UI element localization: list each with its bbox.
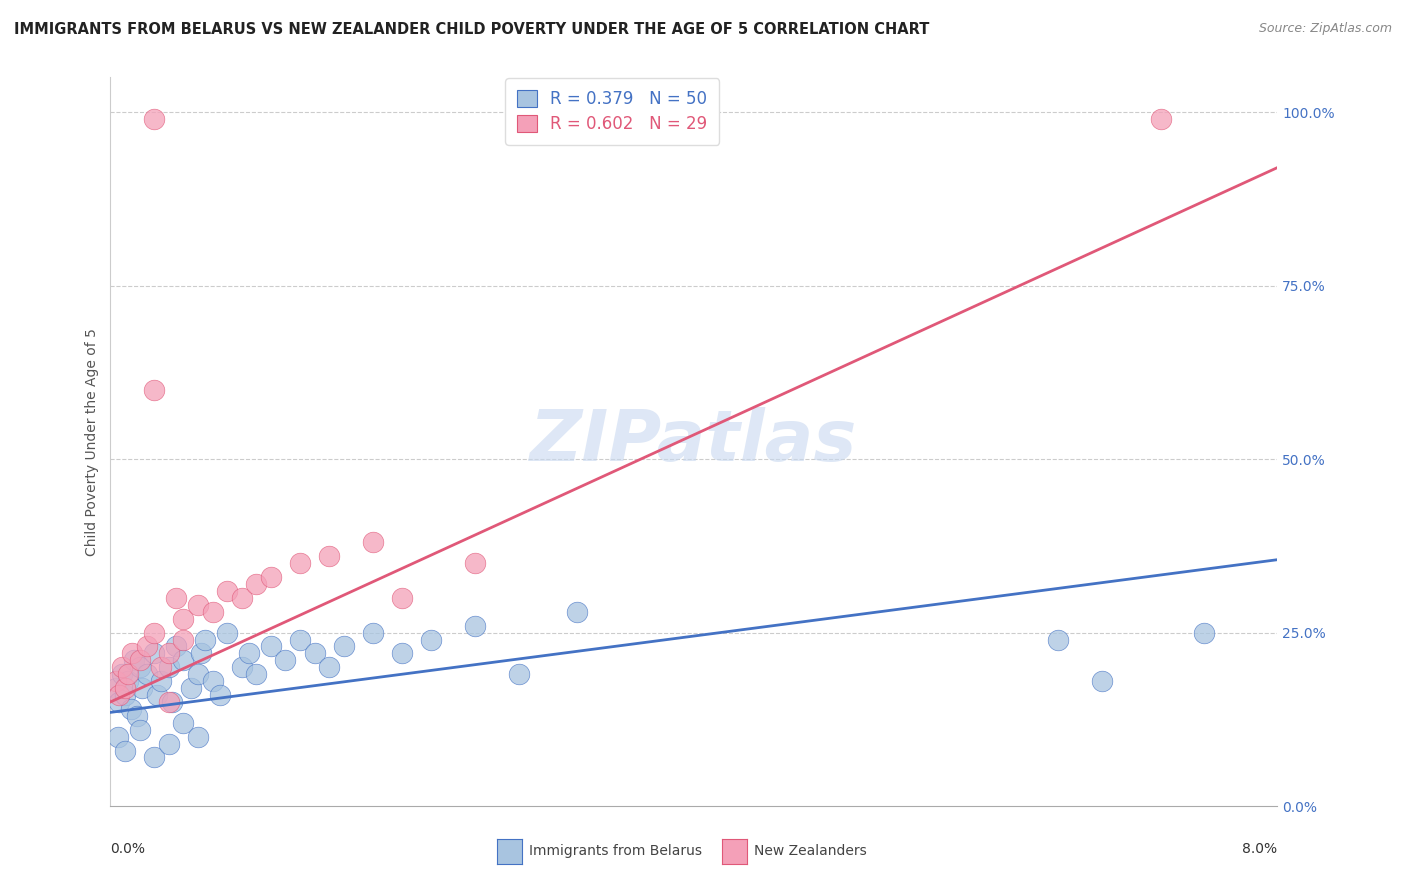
Point: [187, 667, 209, 681]
Point: [464, 618, 486, 632]
Point: [172, 653, 194, 667]
Point: [1149, 112, 1171, 126]
Point: [143, 383, 166, 397]
Y-axis label: Child Poverty Under the Age of 5: Child Poverty Under the Age of 5: [86, 328, 100, 556]
Point: [187, 598, 209, 612]
Point: [361, 625, 384, 640]
Point: [172, 632, 194, 647]
Point: [111, 660, 134, 674]
Point: [105, 674, 128, 689]
Point: [157, 660, 180, 674]
Text: IMMIGRANTS FROM BELARUS VS NEW ZEALANDER CHILD POVERTY UNDER THE AGE OF 5 CORREL: IMMIGRANTS FROM BELARUS VS NEW ZEALANDER…: [14, 22, 929, 37]
Point: [143, 112, 166, 126]
Point: [150, 674, 173, 689]
Point: [318, 660, 340, 674]
Point: [150, 660, 173, 674]
Point: [131, 681, 153, 695]
Point: [288, 632, 311, 647]
Point: [105, 681, 128, 695]
Point: [231, 660, 253, 674]
Point: [260, 640, 283, 654]
Text: 8.0%: 8.0%: [1241, 842, 1277, 855]
Point: [143, 750, 166, 764]
Point: [464, 556, 486, 570]
Point: [157, 695, 180, 709]
Point: [274, 653, 297, 667]
Point: [1047, 632, 1070, 647]
Point: [231, 591, 253, 605]
Point: [157, 647, 180, 661]
Point: [157, 737, 180, 751]
Point: [111, 667, 134, 681]
Point: [172, 715, 194, 730]
Point: [304, 647, 326, 661]
Point: [143, 647, 166, 661]
Point: [391, 591, 413, 605]
Point: [128, 723, 150, 737]
Point: [165, 640, 187, 654]
Point: [135, 640, 157, 654]
Text: Source: ZipAtlas.com: Source: ZipAtlas.com: [1258, 22, 1392, 36]
Point: [260, 570, 283, 584]
Point: [180, 681, 202, 695]
Point: [318, 549, 340, 564]
Point: [135, 667, 157, 681]
Point: [125, 709, 148, 723]
Point: [120, 702, 142, 716]
Point: [245, 577, 267, 591]
Point: [508, 667, 530, 681]
Point: [194, 632, 217, 647]
Point: [288, 556, 311, 570]
Text: Immigrants from Belarus: Immigrants from Belarus: [529, 845, 703, 858]
Point: [108, 695, 131, 709]
Point: [1194, 625, 1216, 640]
Point: [128, 653, 150, 667]
Point: [114, 743, 136, 757]
Point: [165, 591, 187, 605]
Point: [128, 660, 150, 674]
Point: [107, 730, 129, 744]
Legend: R = 0.379   N = 50, R = 0.602   N = 29: R = 0.379 N = 50, R = 0.602 N = 29: [505, 78, 718, 145]
Point: [245, 667, 267, 681]
Text: New Zealanders: New Zealanders: [754, 845, 868, 858]
Point: [217, 583, 239, 598]
Point: [122, 653, 145, 667]
Point: [117, 674, 139, 689]
Point: [146, 688, 169, 702]
Point: [108, 688, 131, 702]
Point: [172, 612, 194, 626]
Point: [333, 640, 356, 654]
Point: [361, 535, 384, 549]
Point: [121, 647, 143, 661]
Point: [217, 625, 239, 640]
Point: [117, 667, 139, 681]
Point: [187, 730, 209, 744]
Point: [420, 632, 443, 647]
Point: [208, 688, 231, 702]
Point: [1091, 674, 1114, 689]
Point: [143, 625, 166, 640]
Point: [238, 647, 260, 661]
Point: [114, 681, 136, 695]
Point: [201, 674, 224, 689]
Text: ZIPatlas: ZIPatlas: [530, 408, 858, 476]
Text: 0.0%: 0.0%: [111, 842, 145, 855]
Point: [114, 688, 136, 702]
Point: [565, 605, 588, 619]
Point: [160, 695, 183, 709]
Point: [201, 605, 224, 619]
Point: [190, 647, 212, 661]
Point: [391, 647, 413, 661]
